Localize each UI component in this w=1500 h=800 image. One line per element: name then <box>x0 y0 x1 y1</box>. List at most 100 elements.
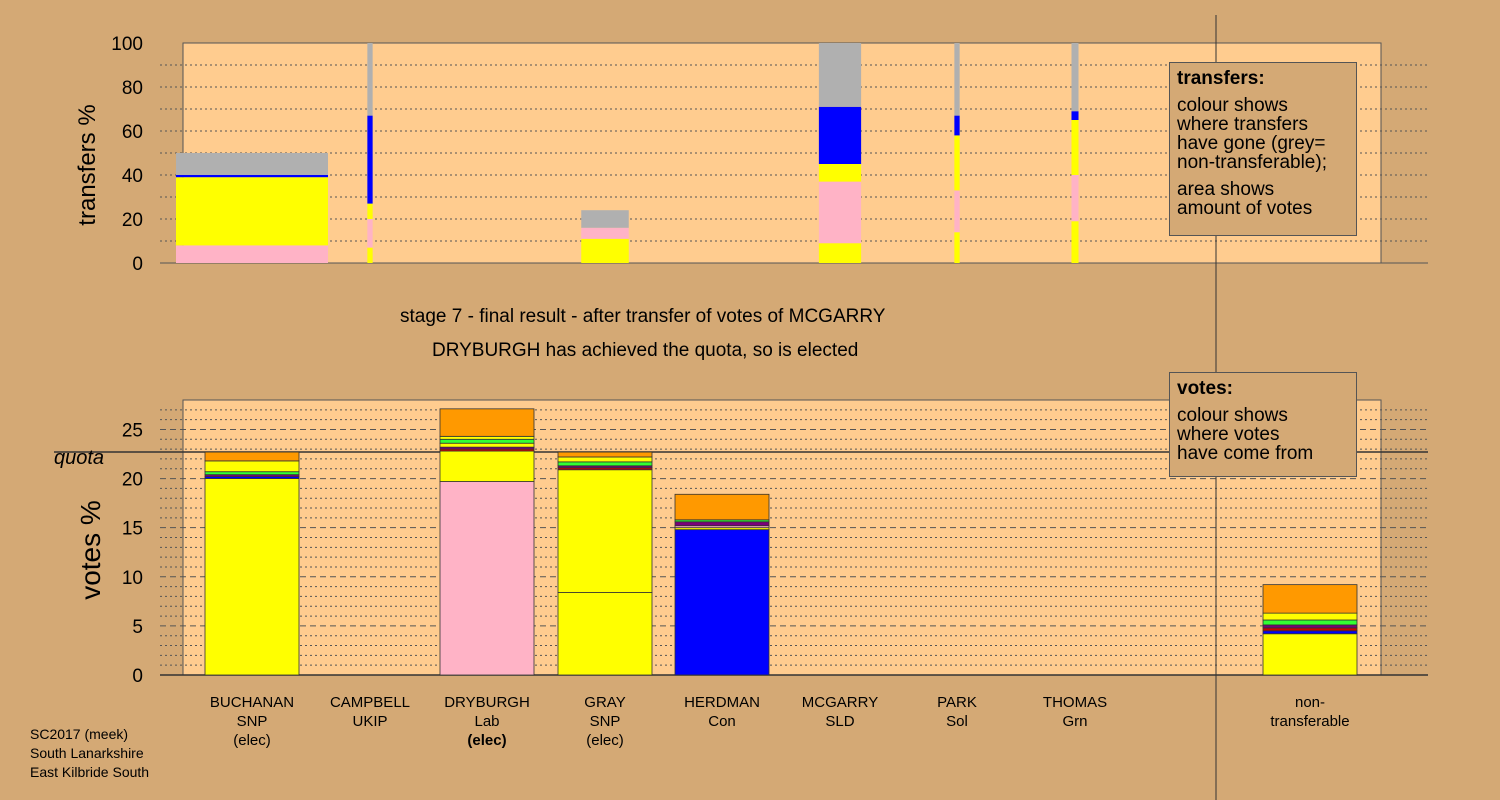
transfer-segment <box>176 177 328 246</box>
candidate-party: SNP <box>589 713 621 730</box>
stage-caption: stage 7 - final result - after transfer … <box>400 306 886 327</box>
transfer-bar <box>581 210 629 263</box>
transfers-legend-line: amount of votes <box>1177 198 1313 219</box>
transfer-bar <box>367 43 373 263</box>
transfer-segment <box>818 243 862 263</box>
vote-bar <box>439 408 535 676</box>
y-tick-label: 20 <box>122 210 143 231</box>
footer-line: South Lanarkshire <box>30 745 144 761</box>
votes-legend-line: have come from <box>1177 443 1314 464</box>
quota-label: quota <box>54 447 104 469</box>
y-tick-label: 100 <box>111 34 143 55</box>
vote-segment <box>1262 624 1358 629</box>
vote-segment <box>439 442 535 448</box>
vote-bar <box>674 493 770 676</box>
candidate-party: SNP <box>236 713 268 730</box>
vote-segment <box>557 451 653 458</box>
candidate-label: THOMAS Grn <box>1010 693 1140 731</box>
vote-segment <box>204 460 300 473</box>
candidate-label: HERDMAN Con <box>657 693 787 731</box>
y-tick-label: 80 <box>122 78 143 99</box>
vote-segment <box>557 456 653 463</box>
candidate-name: GRAY <box>584 694 626 711</box>
transfer-segment <box>954 135 960 191</box>
transfer-segment <box>367 115 373 204</box>
transfer-segment <box>1071 120 1079 175</box>
candidate-name: THOMAS <box>1042 694 1108 711</box>
vote-bar <box>1262 584 1358 676</box>
y-tick-label: 20 <box>122 470 143 491</box>
candidate-party: Con <box>708 713 736 730</box>
vote-segment <box>1262 584 1358 614</box>
footer: SC2017 (meek) South Lanarkshire East Kil… <box>30 725 149 782</box>
vote-segment <box>1262 627 1358 632</box>
transfer-segment <box>954 232 960 263</box>
vote-segment <box>1262 612 1358 621</box>
candidate-party: transferable <box>1270 713 1350 730</box>
candidate-status: (elec) <box>586 732 624 749</box>
transfer-segment <box>1071 111 1079 120</box>
candidate-name: PARK <box>937 694 977 711</box>
vote-segment <box>674 529 770 676</box>
vote-segment <box>439 450 535 482</box>
transfers-legend-line: non-transferable); <box>1177 152 1327 173</box>
y-tick-label: 40 <box>122 166 143 187</box>
transfer-segment <box>176 153 328 175</box>
transfer-segment <box>367 43 373 116</box>
vote-segment <box>204 478 300 676</box>
transfer-segment <box>367 219 373 248</box>
vote-segment <box>557 461 653 467</box>
footer-line: SC2017 (meek) <box>30 726 129 742</box>
transfer-segment <box>581 227 629 239</box>
vote-bar <box>204 451 300 676</box>
y-tick-label: 10 <box>122 568 143 589</box>
transfer-bar <box>818 43 862 263</box>
vote-segment <box>674 521 770 527</box>
transfer-segment <box>1071 221 1079 263</box>
transfer-segment <box>818 43 862 107</box>
transfer-segment <box>954 190 960 233</box>
candidate-label: CAMPBELL UKIP <box>305 693 435 731</box>
vote-segment <box>439 435 535 440</box>
footer-line: East Kilbride South <box>30 764 150 780</box>
candidate-party: Sol <box>946 713 968 730</box>
votes-chart: 0 5 10 15 20 25 <box>54 399 1428 687</box>
votes-legend-line: where votes <box>1177 424 1280 445</box>
y-tick-label: 60 <box>122 122 143 143</box>
candidate-name: HERDMAN <box>684 694 760 711</box>
candidate-label: BUCHANAN SNP (elec) <box>187 693 317 750</box>
transfer-segment <box>1071 175 1079 222</box>
candidate-party: Lab <box>474 713 500 730</box>
transfer-bar <box>1071 43 1079 263</box>
y-tick-label: 25 <box>122 420 143 441</box>
transfer-segment <box>581 238 629 263</box>
votes-legend-line: colour shows <box>1177 405 1288 426</box>
transfers-legend-line: have gone (grey= <box>1177 133 1326 154</box>
vote-segment <box>557 469 653 593</box>
y-tick-label: 5 <box>132 617 143 638</box>
vote-segment <box>204 451 300 462</box>
candidate-party: SLD <box>825 713 855 730</box>
transfer-segment <box>818 106 862 164</box>
transfers-legend-line: area shows <box>1177 179 1275 200</box>
vote-segment <box>557 592 653 676</box>
candidate-label: PARK Sol <box>892 693 1022 731</box>
candidate-name: BUCHANAN <box>209 694 295 711</box>
transfers-y-axis-label: transfers % <box>74 104 101 225</box>
transfer-segment <box>176 175 328 178</box>
vote-segment <box>1262 619 1358 626</box>
vote-bar <box>557 451 653 676</box>
transfer-bar <box>954 43 960 263</box>
candidate-label: MCGARRY SLD <box>775 693 905 731</box>
transfer-segment <box>818 164 862 182</box>
y-tick-label: 0 <box>132 254 143 275</box>
votes-legend-title: votes: <box>1177 378 1233 399</box>
transfer-segment <box>367 247 373 263</box>
vote-segment <box>1262 633 1358 676</box>
transfer-bar <box>176 153 328 263</box>
transfers-legend-line: colour shows <box>1177 95 1288 116</box>
y-tick-label: 0 <box>132 666 143 687</box>
vote-segment <box>204 471 300 476</box>
y-tick-label: 15 <box>122 519 143 540</box>
votes-legend: votes: colour shows where votes have com… <box>1169 372 1357 477</box>
